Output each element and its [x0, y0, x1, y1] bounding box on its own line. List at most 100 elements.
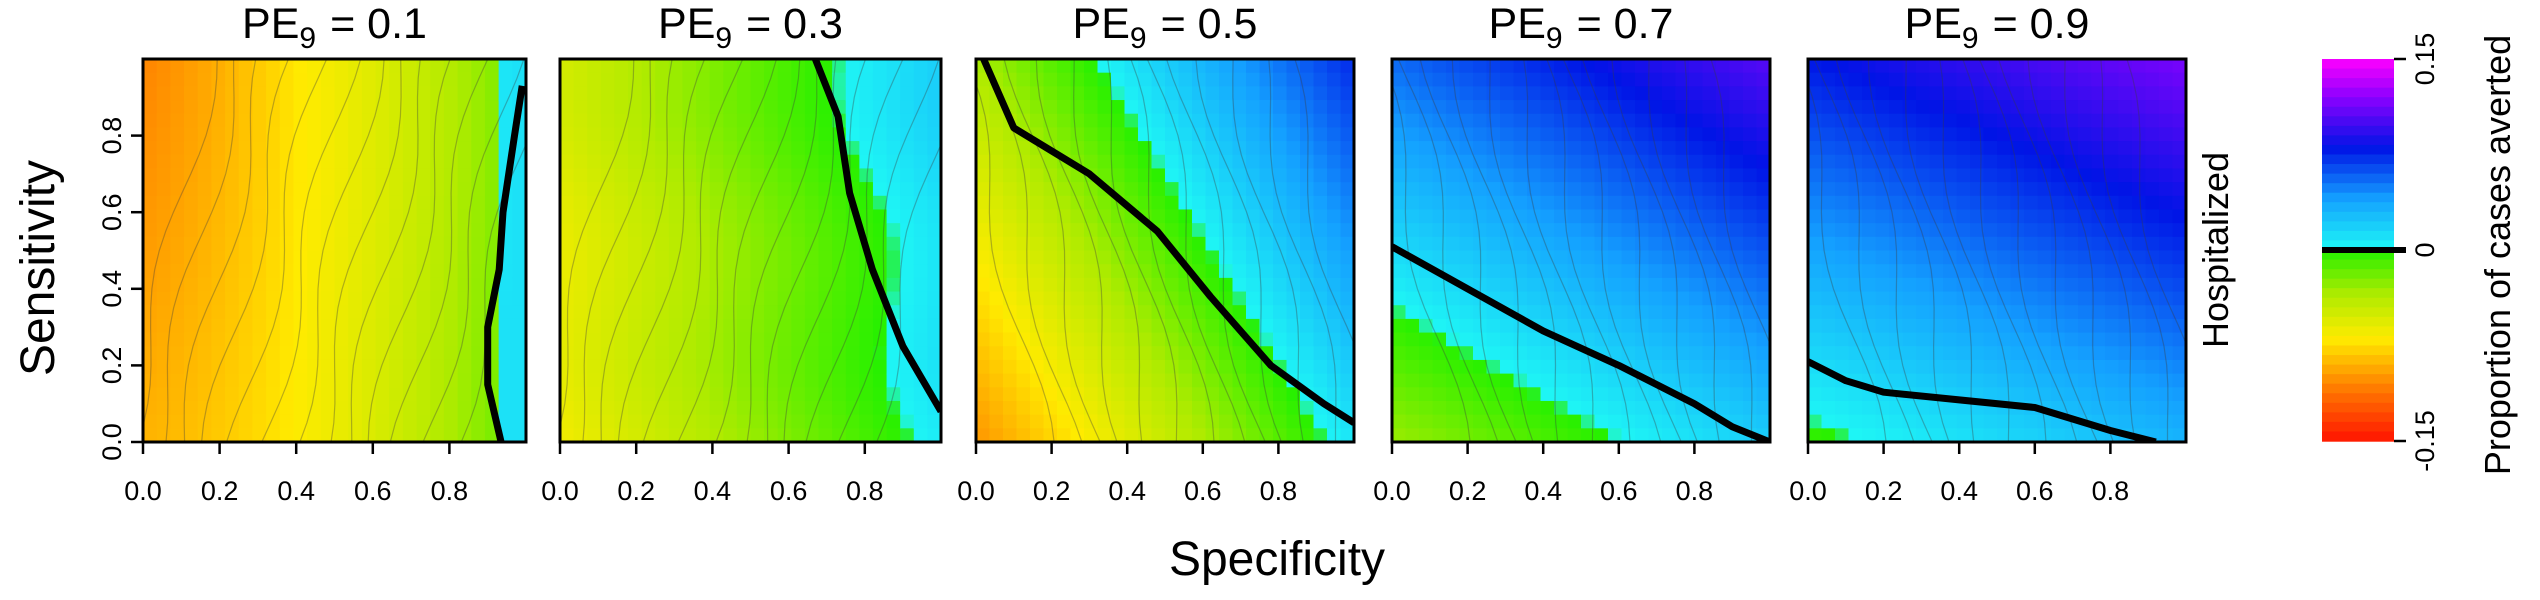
- heatmap-cell: [1540, 223, 1555, 238]
- heatmap-cell: [1635, 113, 1650, 129]
- heatmap-cell: [1540, 59, 1555, 74]
- heatmap-cell: [443, 359, 459, 375]
- heatmap-cell: [1554, 100, 1569, 115]
- heatmap-cell: [976, 387, 991, 402]
- heatmap-cell: [375, 154, 391, 170]
- heatmap-cell: [872, 236, 888, 252]
- heatmap-cell: [266, 291, 281, 307]
- heatmap-cell: [389, 86, 404, 101]
- heatmap-cell: [375, 373, 391, 389]
- heatmap-cell: [1702, 332, 1717, 348]
- heatmap-cell: [443, 305, 459, 320]
- heatmap-cell: [2064, 318, 2079, 334]
- heatmap-cell: [1848, 182, 1863, 197]
- heatmap-cell: [143, 359, 158, 375]
- heatmap-cell: [1527, 400, 1542, 416]
- heatmap-cell: [2064, 346, 2079, 361]
- heatmap-cell: [1835, 332, 1850, 348]
- heatmap-cell: [832, 182, 847, 197]
- heatmap-cell: [1432, 359, 1447, 375]
- heatmap-cell: [1929, 332, 1944, 348]
- heatmap-cell: [1821, 400, 1836, 416]
- heatmap-cell: [334, 387, 349, 402]
- heatmap-cell: [1716, 359, 1731, 375]
- heatmap-cell: [682, 154, 697, 170]
- heatmap-cell: [1259, 223, 1274, 238]
- heatmap-cell: [1003, 291, 1018, 307]
- heatmap-cell: [512, 428, 526, 442]
- heatmap-cell: [1756, 277, 1770, 293]
- heatmap-cell: [348, 195, 363, 211]
- heatmap-cell: [2064, 277, 2079, 293]
- heatmap-cell: [211, 113, 226, 129]
- heatmap-cell: [1446, 387, 1461, 402]
- contour-line: [1581, 59, 1682, 442]
- heatmap-cell: [225, 86, 240, 101]
- heatmap-cell: [976, 127, 991, 142]
- colorbar-tick-label: -0.15: [2410, 410, 2440, 472]
- heatmap-cell: [252, 346, 267, 361]
- heatmap-cell: [334, 59, 349, 74]
- heatmap-cell: [1070, 400, 1085, 416]
- heatmap-cell: [832, 373, 847, 389]
- heatmap-cell: [1594, 154, 1609, 170]
- heatmap-cell: [2051, 72, 2066, 88]
- heatmap-cell: [976, 291, 991, 307]
- heatmap-cell: [1648, 59, 1663, 74]
- heatmap-cell: [723, 182, 738, 197]
- heatmap-cell: [1983, 250, 1998, 265]
- heatmap-cell: [1124, 305, 1139, 320]
- heatmap-cell: [443, 236, 459, 252]
- heatmap-cell: [641, 72, 657, 88]
- heatmap-cell: [389, 428, 404, 442]
- heatmap-cell: [1300, 236, 1315, 252]
- heatmap-cell: [2051, 141, 2066, 156]
- heatmap-cell: [512, 195, 526, 211]
- heatmap-cell: [682, 400, 697, 416]
- heatmap-cell: [1486, 113, 1501, 129]
- heatmap-cell: [156, 359, 172, 375]
- heatmap-cell: [156, 72, 172, 88]
- heatmap-cell: [266, 428, 281, 442]
- heatmap-cell: [498, 400, 514, 416]
- heatmap-cell: [886, 359, 901, 375]
- heatmap-cell: [1419, 100, 1434, 115]
- heatmap-cell: [1862, 277, 1877, 293]
- heatmap-cell: [1219, 168, 1234, 183]
- heatmap-cell: [402, 400, 418, 416]
- heatmap-cell: [307, 86, 322, 101]
- heatmap-cell: [1097, 277, 1112, 293]
- heatmap-cell: [709, 428, 725, 442]
- heatmap-cell: [498, 86, 514, 101]
- heatmap-cell: [1997, 387, 2012, 402]
- heatmap-cell: [375, 141, 391, 156]
- heatmap-cell: [1554, 387, 1569, 402]
- heatmap-cell: [1567, 154, 1582, 170]
- heatmap-cell: [1848, 127, 1863, 142]
- heatmap-cell: [1016, 168, 1031, 183]
- heatmap-cell: [1716, 72, 1731, 88]
- heatmap-cell: [1300, 250, 1315, 265]
- heatmap-cell: [1808, 414, 1823, 430]
- heatmap-cell: [416, 223, 432, 238]
- heatmap-cell: [1286, 209, 1301, 224]
- heatmap-cell: [1205, 100, 1220, 115]
- heatmap-cell: [2145, 400, 2160, 416]
- heatmap-cell: [1527, 277, 1542, 293]
- heatmap-cell: [2037, 373, 2052, 389]
- heatmap-cell: [1070, 86, 1085, 101]
- heatmap-cell: [471, 209, 486, 224]
- heatmap-cell: [872, 332, 888, 348]
- contour-line: [2100, 59, 2169, 442]
- heatmap-cell: [1446, 359, 1461, 375]
- heatmap-cell: [1608, 428, 1623, 442]
- heatmap-cell: [573, 414, 589, 430]
- heatmap-cell: [375, 359, 391, 375]
- heatmap-cell: [143, 305, 158, 320]
- heatmap-cell: [2105, 264, 2120, 279]
- heatmap-cell: [170, 305, 185, 320]
- panel-title-prefix: PE: [1489, 0, 1546, 48]
- heatmap-cell: [512, 318, 526, 334]
- heatmap-cell: [1500, 72, 1515, 88]
- heatmap-cell: [293, 86, 308, 101]
